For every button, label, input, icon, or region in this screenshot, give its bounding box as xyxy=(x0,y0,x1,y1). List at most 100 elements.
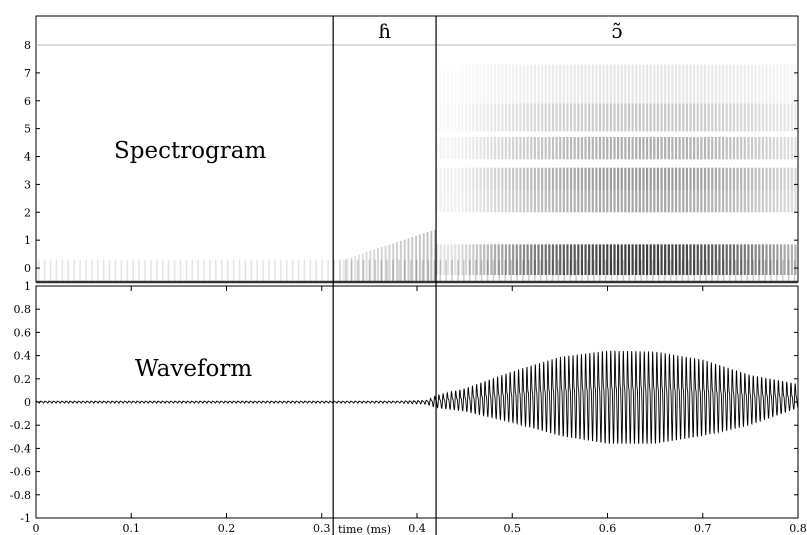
spectrogram-noise-mark xyxy=(752,259,755,282)
spectrogram-formant-mark xyxy=(642,167,645,190)
spectrogram-formant-mark xyxy=(595,244,598,276)
spectrogram-formant-mark xyxy=(577,244,580,276)
spectrogram-formant-mark xyxy=(779,189,783,213)
spectrogram-aspiration-mark xyxy=(365,251,368,282)
spectrogram-formant-mark xyxy=(602,167,605,190)
spectrogram-formant-mark xyxy=(779,64,783,104)
spectrogram-formant-mark xyxy=(490,103,493,132)
x-axis-label: time (ms) xyxy=(338,523,391,535)
spectrogram-formant-mark xyxy=(754,167,757,190)
spectrogram-formant-mark xyxy=(526,64,529,104)
spectrogram-formant-mark xyxy=(787,64,790,104)
spectrogram-noise-mark xyxy=(433,259,436,282)
spectrogram-formant-mark xyxy=(512,137,515,160)
spectrogram-formant-mark xyxy=(595,103,598,132)
spectrogram-formant-mark xyxy=(790,137,793,160)
spectrogram-y-axis: 0 1 2 3 4 5 6 7 8 xyxy=(24,39,798,275)
spectrogram-formant-mark xyxy=(627,189,631,213)
spectrogram-formant-mark xyxy=(501,189,504,213)
spectrogram-formant-mark xyxy=(439,189,442,213)
spectrogram-formant-mark xyxy=(548,103,551,132)
spectrogram-formant-mark xyxy=(794,137,797,160)
spectrogram-aspiration-mark xyxy=(411,237,414,282)
spectrogram-formant-mark xyxy=(682,103,685,132)
spectrogram-formant-mark xyxy=(718,103,721,132)
spectrogram-formant-mark xyxy=(443,189,446,213)
spectrogram-formant-mark xyxy=(450,167,453,190)
spectrogram-formant-mark xyxy=(613,137,616,160)
spectrogram-formant-mark xyxy=(638,189,641,213)
spectrogram-formant-mark xyxy=(725,244,728,276)
spectrogram-aspiration-mark xyxy=(361,253,364,282)
spectrogram-formant-mark xyxy=(620,103,623,132)
spectrogram-noise-mark xyxy=(197,259,199,282)
spectrogram-noise-mark xyxy=(398,259,400,282)
spectrogram-formant-mark xyxy=(548,137,551,160)
spectrogram-formant-mark xyxy=(627,167,631,190)
spectrogram-formant-mark xyxy=(740,137,743,160)
spectrogram-formant-mark xyxy=(689,137,692,160)
spectrogram-aspiration-mark xyxy=(373,249,376,282)
spectrogram-noise-mark xyxy=(445,259,447,282)
spectrogram-formant-mark xyxy=(707,103,710,132)
spectrogram-formant-mark xyxy=(682,137,685,160)
spectrogram-formant-mark xyxy=(779,103,783,132)
spectrogram-formant-mark xyxy=(732,137,736,160)
spectrogram-formant-mark xyxy=(783,137,786,160)
spectrogram-formant-mark xyxy=(682,189,685,213)
spectrogram-formant-mark xyxy=(736,167,739,190)
spectrogram-formant-mark xyxy=(740,167,743,190)
spectrogram-noise-mark xyxy=(504,259,507,282)
spectrogram-formant-mark xyxy=(602,189,605,213)
spectrogram-formant-mark xyxy=(436,137,439,160)
spectrogram-formant-mark xyxy=(765,244,768,276)
spectrogram-formant-mark xyxy=(653,137,656,160)
spectrogram-noise-mark xyxy=(451,259,453,282)
spectrogram-formant-mark xyxy=(664,244,667,276)
spectrogram-formant-mark xyxy=(504,244,508,276)
waveform-y-tick-label: -0.8 xyxy=(10,489,31,502)
spectrogram-formant-mark xyxy=(617,167,620,190)
spectrogram-noise-mark xyxy=(120,259,123,282)
spectrogram-formant-mark xyxy=(729,64,732,104)
waveform-x-tick-label: 0.1 xyxy=(123,522,141,535)
spectrogram-formant-mark xyxy=(682,244,685,276)
spectrogram-noise-mark xyxy=(350,259,353,282)
spectrogram-formant-mark xyxy=(468,244,471,276)
spectrogram-formant-mark xyxy=(613,167,616,190)
spectrogram-formant-mark xyxy=(769,137,772,160)
spectrogram-formant-mark xyxy=(674,137,678,160)
spectrogram-formant-mark xyxy=(635,103,638,132)
spectrogram-formant-mark xyxy=(537,244,540,276)
spectrogram-formant-mark xyxy=(566,64,569,104)
spectrogram-formant-mark xyxy=(555,189,558,213)
spectrogram-formant-mark xyxy=(725,64,728,104)
spectrogram-formant-mark xyxy=(667,137,670,160)
spectrogram-formant-mark xyxy=(631,244,634,276)
spectrogram-formant-mark xyxy=(761,137,765,160)
spectrogram-noise-mark xyxy=(150,259,152,282)
spectrogram-formant-mark xyxy=(555,137,558,160)
spectrogram-formant-mark xyxy=(497,103,500,132)
spectrogram-noise-mark xyxy=(61,259,64,282)
spectrogram-formant-mark xyxy=(598,137,602,160)
waveform-x-tick-label: 0.7 xyxy=(694,522,712,535)
spectrogram-noise-mark xyxy=(79,259,81,282)
spectrogram-formant-mark xyxy=(544,64,547,104)
spectrogram-formant-mark xyxy=(577,103,580,132)
spectrogram-formant-mark xyxy=(457,167,460,190)
spectrogram-formant-mark xyxy=(562,103,565,132)
spectrogram-formant-mark xyxy=(696,103,699,132)
spectrogram-formant-mark xyxy=(700,244,703,276)
spectrogram-formant-mark xyxy=(635,167,638,190)
spectrogram-formant-mark xyxy=(569,64,573,104)
waveform-x-tick-label: 0.3 xyxy=(313,522,331,535)
spectrogram-formant-mark xyxy=(479,65,481,104)
spectrogram-formant-mark xyxy=(689,103,692,132)
spectrogram-formant-mark xyxy=(504,64,508,104)
spectrogram-formant-mark xyxy=(490,64,493,104)
spectrogram-formant-mark xyxy=(468,103,471,132)
spectrogram-formant-mark xyxy=(714,189,717,213)
spectrogram-aspiration-mark xyxy=(415,235,418,282)
spectrogram-formant-mark xyxy=(758,189,761,213)
